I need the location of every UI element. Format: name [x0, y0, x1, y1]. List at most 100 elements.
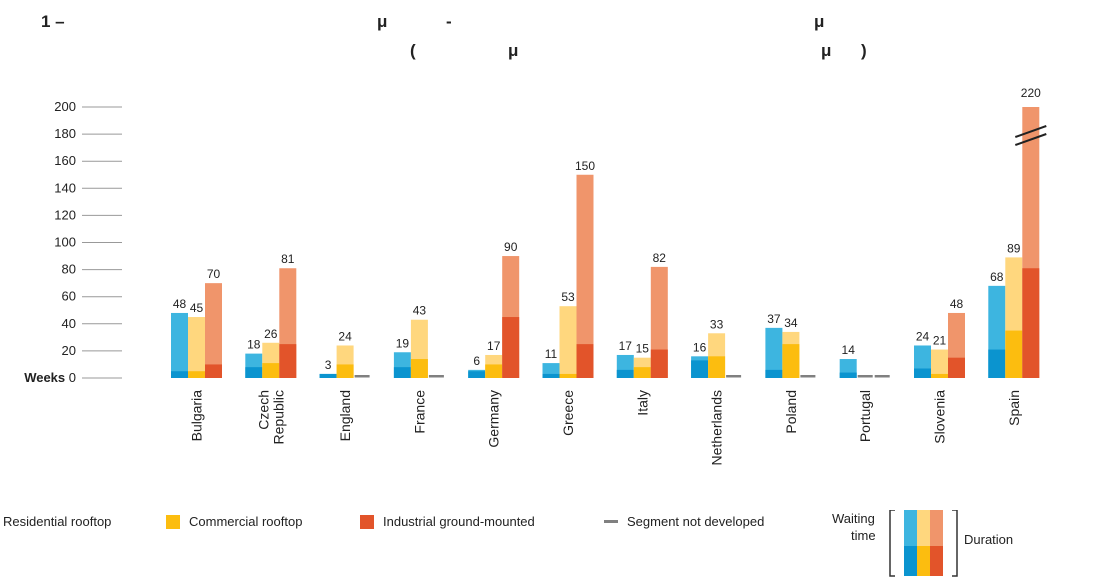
bar-duration [502, 317, 520, 378]
legend-industrial-label: Industrial ground-mounted [383, 514, 535, 529]
legend-key-industrial-duration [930, 546, 943, 576]
legend-item-industrial: Industrial ground-mounted [360, 514, 535, 529]
x-tick-label: England [337, 390, 353, 441]
legend-residential-label: Residential rooftop [3, 514, 112, 529]
bar-value-label: 43 [413, 304, 427, 318]
x-tick-label-group: Portugal [857, 390, 873, 442]
bar-value-label: 90 [504, 240, 518, 254]
bar-waiting-time [205, 283, 222, 378]
legend-key-residential-waiting [904, 510, 917, 546]
bar-value-label: 34 [784, 316, 798, 330]
bar-duration [650, 349, 668, 378]
y-tick-value: 0 [69, 370, 76, 385]
x-tick-label: Portugal [857, 390, 873, 442]
bar-value-label: 24 [916, 329, 930, 343]
y-tick-label: 40 [62, 316, 76, 331]
y-tick-label: 100 [54, 235, 76, 250]
bar-value-label: 33 [710, 317, 724, 331]
x-tick-label: Republic [270, 390, 286, 444]
bar-duration [542, 373, 560, 378]
bar-value-label: 53 [561, 290, 575, 304]
bar-duration [633, 367, 651, 378]
not-developed-mark [726, 375, 742, 378]
x-tick-label: Netherlands [709, 390, 725, 466]
legend-key-industrial-waiting [930, 510, 943, 546]
x-tick-label: Germany [486, 390, 502, 448]
legend-bracket-right [952, 510, 958, 577]
x-tick-label: Bulgaria [189, 390, 205, 442]
x-tick-label-group: Italy [634, 390, 650, 416]
bar-duration [765, 369, 783, 378]
not-developed-mark [874, 375, 890, 378]
x-tick-label-group: England [337, 390, 353, 441]
bar-value-label: 45 [190, 301, 204, 315]
bar-value-label: 17 [619, 339, 633, 353]
x-tick-label: France [411, 390, 427, 434]
legend-commercial-label: Commercial rooftop [189, 514, 303, 529]
bar-value-label: 26 [264, 327, 278, 341]
x-tick-label-group: Bulgaria [189, 390, 205, 442]
x-tick-label-group: Netherlands [709, 390, 725, 466]
bar-duration [485, 364, 503, 378]
bar-value-label: 16 [693, 340, 707, 354]
bar-duration [205, 364, 222, 378]
title-line2-c: μ [821, 41, 832, 60]
x-tick-label-group: Greece [560, 390, 576, 436]
y-tick-label: 80 [62, 262, 76, 277]
bar-duration [468, 371, 486, 378]
x-tick-label-group: Spain [1006, 390, 1022, 426]
legend-bracket-left [889, 510, 895, 577]
legend-item-commercial: Commercial rooftop [166, 514, 302, 529]
x-tick-label: Spain [1006, 390, 1022, 426]
axis-break-mark [1014, 133, 1047, 146]
bar-value-label: 89 [1007, 241, 1021, 255]
bar-value-label: 150 [575, 159, 595, 173]
bar-value-label: 21 [933, 334, 947, 348]
x-tick-label: Poland [783, 390, 799, 434]
legend-commercial-swatch [166, 514, 180, 529]
bar-waiting-time [765, 327, 783, 378]
y-tick-label: 120 [54, 207, 76, 222]
x-tick-label: Italy [634, 390, 650, 416]
bar-value-label: 3 [325, 358, 332, 372]
legend-item-not-developed: Segment not developed [604, 514, 764, 529]
x-tick-label: Czech [255, 390, 271, 430]
legend-key-residential-duration [904, 546, 917, 576]
title-line1-a: 1 – [41, 12, 65, 31]
bar-duration [708, 356, 726, 378]
legend-industrial-swatch [360, 514, 374, 529]
y-axis-unit: Weeks [24, 370, 69, 385]
bar-duration [782, 344, 800, 378]
bar-value-label: 81 [281, 252, 295, 266]
y-tick-label: 20 [62, 343, 76, 358]
not-developed-mark [428, 375, 444, 378]
bar-waiting-time [171, 312, 188, 378]
title-line1-b: μ [377, 12, 388, 31]
bar-duration [931, 373, 948, 378]
axis-break-mark [1014, 125, 1047, 138]
bar-duration [559, 373, 577, 378]
x-tick-label: Slovenia [932, 390, 948, 444]
bar-value-label: 19 [396, 336, 410, 350]
bar-duration [188, 371, 205, 378]
y-tick-label: Weeks 0 [24, 370, 76, 385]
x-tick-label-group: Czech Republic [255, 390, 286, 444]
not-developed-mark [857, 375, 873, 378]
not-developed-mark [354, 375, 370, 378]
bar-value-label: 11 [545, 347, 558, 361]
bar-waiting-time [931, 349, 948, 378]
bar-duration [393, 367, 411, 378]
bar-duration [988, 349, 1006, 378]
title-line1-c: - [446, 12, 452, 31]
bar-duration [576, 344, 594, 378]
legend-key-commercial-duration [917, 546, 930, 576]
bar-duration [319, 373, 337, 378]
title-line2-a: ( [410, 41, 416, 60]
x-tick-label-group: Germany [486, 390, 502, 448]
bar-duration [262, 363, 280, 378]
bar-value-label: 48 [950, 297, 964, 311]
bar-value-label: 18 [247, 338, 261, 352]
bar-waiting-time [576, 174, 594, 378]
y-tick-label: 180 [54, 126, 76, 141]
